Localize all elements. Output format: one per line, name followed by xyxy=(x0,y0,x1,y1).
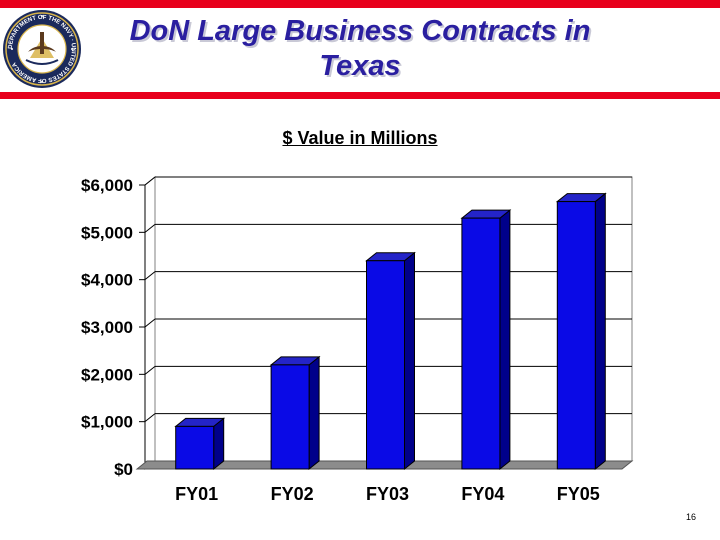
y-tick-label: $5,000 xyxy=(81,223,133,242)
bar xyxy=(366,260,405,470)
x-tick-label: FY04 xyxy=(461,484,504,504)
y-tick-label: $6,000 xyxy=(81,176,133,195)
header-divider-bar xyxy=(0,92,720,99)
page-number: 16 xyxy=(686,512,697,522)
gridline-depth xyxy=(144,413,156,423)
top-accent-bar xyxy=(0,0,720,8)
bar-side xyxy=(594,192,606,471)
bar xyxy=(270,364,310,470)
slide-title: DoN Large Business Contracts in Texas xyxy=(129,15,591,82)
bar-side xyxy=(308,355,320,471)
bar-side xyxy=(213,417,225,471)
chart-title: $ Value in Millions xyxy=(282,128,438,148)
y-tick-label: $2,000 xyxy=(81,365,133,384)
x-tick-label: FY05 xyxy=(557,484,600,504)
y-tick-label: $0 xyxy=(114,460,133,479)
gridline-depth xyxy=(144,176,156,186)
gridline-depth xyxy=(144,365,156,375)
x-tick-label: FY03 xyxy=(366,484,409,504)
bar xyxy=(175,425,215,470)
bar-side xyxy=(404,251,415,471)
bar xyxy=(556,201,596,470)
y-tick-label: $4,000 xyxy=(81,271,133,290)
gridline-depth xyxy=(144,318,156,328)
bar xyxy=(461,217,501,470)
y-tick-label: $1,000 xyxy=(81,413,133,432)
x-tick-label: FY01 xyxy=(175,484,218,504)
x-tick-label: FY02 xyxy=(271,484,314,504)
gridline-depth xyxy=(144,271,156,281)
navy-seal-icon: DEPARTMENT OF THE NAVY · UNITED STATES O… xyxy=(3,10,81,88)
y-tick-label: $3,000 xyxy=(81,318,133,337)
bar-side xyxy=(499,209,511,471)
gridline-depth xyxy=(144,223,156,233)
